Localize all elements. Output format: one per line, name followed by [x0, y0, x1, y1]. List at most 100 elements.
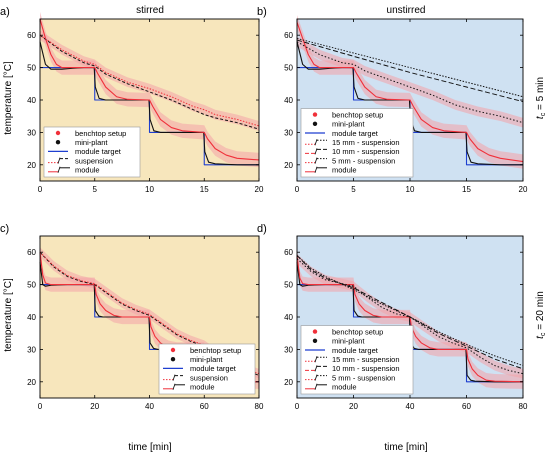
- legend-label: module target: [75, 147, 122, 156]
- y-tick-label: 50: [27, 64, 36, 73]
- legend-label: module: [332, 383, 357, 392]
- legend-label: module: [75, 166, 100, 175]
- legend-box: [43, 126, 141, 178]
- legend-marker: [57, 166, 61, 173]
- panel-label: b): [257, 6, 267, 18]
- series-10mm-suspension: [296, 39, 524, 103]
- legend-label: mini-plant: [332, 120, 365, 129]
- y-tick-label: 50: [27, 281, 36, 290]
- legend-marker: [314, 356, 318, 363]
- panel-d: 0 20 40 60 80 20 30 40 50 60 d) benchtop setupmini-…: [257, 223, 528, 411]
- series-15mm-suspension: [296, 255, 524, 367]
- y-tick-label: 40: [284, 313, 293, 322]
- x-tick-label: 5: [93, 185, 98, 194]
- legend-label: module target: [332, 346, 379, 355]
- legend-marker: [314, 157, 318, 164]
- legend-label: module target: [332, 129, 379, 138]
- row-label-bottom-subscript: c: [540, 332, 547, 336]
- legend-label: mini-plant: [332, 337, 365, 346]
- legend-marker: [170, 347, 176, 353]
- y-tick-label: 60: [27, 31, 36, 40]
- y-tick-label: 50: [284, 281, 293, 290]
- row-label-top: tc = 5 min: [535, 77, 547, 119]
- x-tick-label: 0: [295, 402, 300, 411]
- x-tick-label: 20: [349, 402, 358, 411]
- legend-label: benchtop setup: [332, 327, 383, 336]
- y-tick-label: 20: [284, 161, 293, 170]
- x-tick-label: 60: [200, 402, 209, 411]
- x-tick-label: 0: [38, 185, 43, 194]
- legend-marker: [172, 374, 176, 381]
- band-module-benchtop: [297, 15, 523, 169]
- row-label-top-subscript: c: [540, 112, 547, 116]
- row-label-bottom-value: = 20 min: [535, 291, 546, 332]
- legend-label: 15 mm - suspension: [332, 138, 400, 147]
- legend-label: 10 mm - suspension: [332, 364, 400, 373]
- band-suspension-benchtop: [40, 30, 259, 131]
- row-label-top-symbol: t: [535, 115, 546, 119]
- series-10mm-suspension: [296, 255, 524, 370]
- panel-label: a): [0, 6, 10, 18]
- y-tick-label: 40: [27, 96, 36, 105]
- y-tick-label: 30: [284, 128, 293, 137]
- series-5mm-suspension: [296, 41, 524, 124]
- legend-marker: [314, 365, 318, 372]
- y-tick-label: 60: [284, 248, 293, 257]
- legend-marker: [312, 338, 318, 343]
- x-tick-label: 10: [145, 185, 154, 194]
- x-axis-label-right: time [min]: [384, 442, 428, 453]
- legend-label: mini-plant: [190, 355, 223, 364]
- legend-label: mini-plant: [75, 138, 108, 147]
- legend-box: [300, 325, 414, 395]
- legend-marker: [172, 383, 176, 390]
- series-5mm-suspension: [296, 258, 524, 375]
- panel-b: 0 5 10 15 20 20 30 40 50 60 b) benchtop setupmini-p…: [257, 6, 528, 194]
- legend-marker: [314, 166, 318, 173]
- legend-label: 5 mm - suspension: [332, 373, 395, 382]
- legend-label: benchtop setup: [190, 346, 241, 355]
- series-suspension-miniplant: [39, 251, 260, 376]
- panel-c: 0 20 40 60 80 20 30 40 50 60 c) benchtop setupmini-…: [0, 223, 264, 411]
- x-tick-label: 20: [255, 185, 264, 194]
- column-title-stirred: stirred: [136, 5, 164, 16]
- y-tick-label: 30: [284, 345, 293, 354]
- x-tick-label: 40: [406, 402, 415, 411]
- panel-label: c): [0, 223, 9, 235]
- series-module-benchtop: [296, 22, 524, 163]
- legend-marker: [55, 140, 61, 145]
- y-tick-label: 20: [27, 161, 36, 170]
- legend-marker: [314, 383, 318, 390]
- legend-box: [300, 108, 414, 178]
- legend-label: benchtop setup: [75, 129, 126, 138]
- legend-marker: [314, 148, 318, 155]
- legend-label: module target: [190, 364, 237, 373]
- x-tick-label: 40: [145, 402, 154, 411]
- legend-marker: [312, 112, 318, 117]
- x-tick-label: 5: [351, 185, 356, 194]
- x-tick-label: 15: [462, 185, 471, 194]
- row-label-top-value: = 5 min: [535, 77, 546, 113]
- legend-label: module: [190, 383, 215, 392]
- legend-label: 10 mm - suspension: [332, 147, 400, 156]
- y-tick-label: 20: [27, 378, 36, 387]
- series-module-benchtop: [296, 255, 524, 383]
- band-module-benchtop: [40, 11, 259, 168]
- series-module-benchtop: [39, 18, 260, 161]
- legend-label: 5 mm - suspension: [332, 156, 395, 165]
- x-tick-label: 0: [295, 185, 300, 194]
- row-label-bottom: tc = 20 min: [535, 291, 547, 339]
- legend-marker: [314, 139, 318, 146]
- y-tick-label: 30: [27, 345, 36, 354]
- x-tick-label: 20: [519, 185, 528, 194]
- row-label-bottom-symbol: t: [535, 335, 546, 339]
- y-axis-label-bottom: temperature [°C]: [3, 278, 14, 352]
- y-tick-label: 40: [27, 313, 36, 322]
- y-tick-label: 30: [27, 128, 36, 137]
- panel-label: d): [257, 223, 267, 235]
- x-tick-label: 15: [200, 185, 209, 194]
